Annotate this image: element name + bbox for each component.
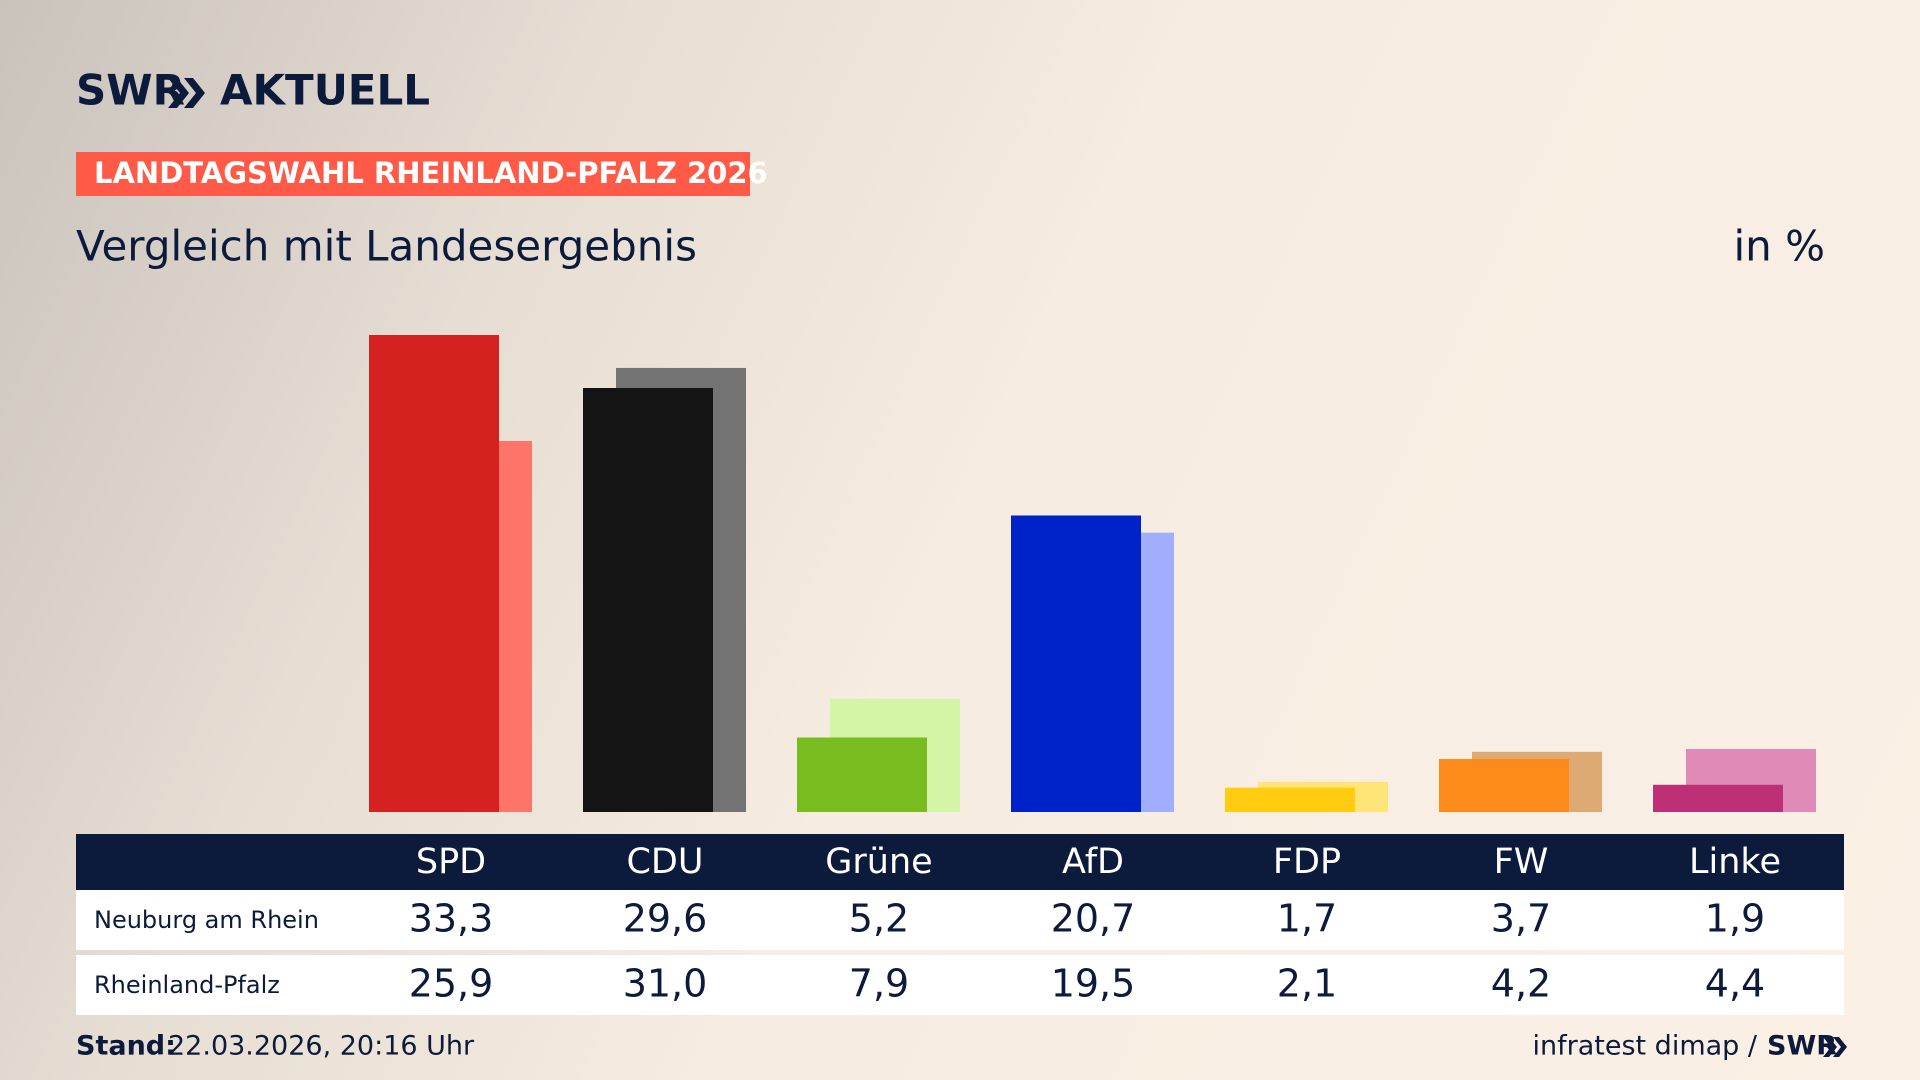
table-row xyxy=(76,955,1844,1015)
bar xyxy=(369,335,499,812)
table-row xyxy=(76,890,1844,950)
kicker-box xyxy=(76,152,750,196)
value-label: 20,7 xyxy=(1051,897,1136,941)
value-label: 1,9 xyxy=(1705,897,1765,941)
bar xyxy=(797,737,927,812)
category-label: FW xyxy=(1494,842,1549,882)
source-chevrons xyxy=(1823,1037,1847,1057)
table: SPD CDU Grüne AfD FDP FW Linke Neuburg am Rhein… xyxy=(94,842,1781,1006)
bar xyxy=(1439,759,1569,812)
value-label: 25,9 xyxy=(409,962,494,1006)
category-label: CDU xyxy=(626,842,703,882)
brand-chevrons xyxy=(168,78,205,108)
bars xyxy=(369,335,1816,812)
row-label: Rheinland-Pfalz xyxy=(94,971,280,999)
category-label: FDP xyxy=(1273,842,1341,882)
bar xyxy=(1011,515,1141,812)
category-label: SPD xyxy=(416,842,486,882)
value-label: 29,6 xyxy=(623,897,708,941)
value-label: 19,5 xyxy=(1051,962,1136,1006)
stand-label: Stand: xyxy=(76,1031,176,1062)
category-label: AfD xyxy=(1062,842,1124,882)
value-label: 2,1 xyxy=(1277,962,1337,1006)
row-label: Neuburg am Rhein xyxy=(94,906,319,934)
value-label: 31,0 xyxy=(623,962,708,1006)
category-label: Grüne xyxy=(825,842,932,882)
value-label: 4,4 xyxy=(1705,962,1765,1006)
brand: SWR xyxy=(76,66,185,115)
kicker: LANDTAGSWAHL RHEINLAND-PFALZ 2026 xyxy=(94,156,768,190)
bar xyxy=(1225,787,1355,812)
value-label: 5,2 xyxy=(849,897,909,941)
value-label: 3,7 xyxy=(1491,897,1551,941)
table-header xyxy=(76,834,1844,890)
value-label: 7,9 xyxy=(849,962,909,1006)
bar xyxy=(583,388,713,812)
unit-label: in % xyxy=(1733,222,1825,271)
category-label: Linke xyxy=(1689,842,1781,882)
brand-suffix: AKTUELL xyxy=(220,66,430,115)
source: infratest dimap / xyxy=(1532,1031,1757,1062)
value-label: 33,3 xyxy=(409,897,494,941)
stand: 22.03.2026, 20:16 Uhr xyxy=(168,1031,475,1062)
chart-title: Vergleich mit Landesergebnis xyxy=(76,222,697,271)
value-label: 1,7 xyxy=(1277,897,1337,941)
bar xyxy=(1653,784,1783,812)
value-label: 4,2 xyxy=(1491,962,1551,1006)
